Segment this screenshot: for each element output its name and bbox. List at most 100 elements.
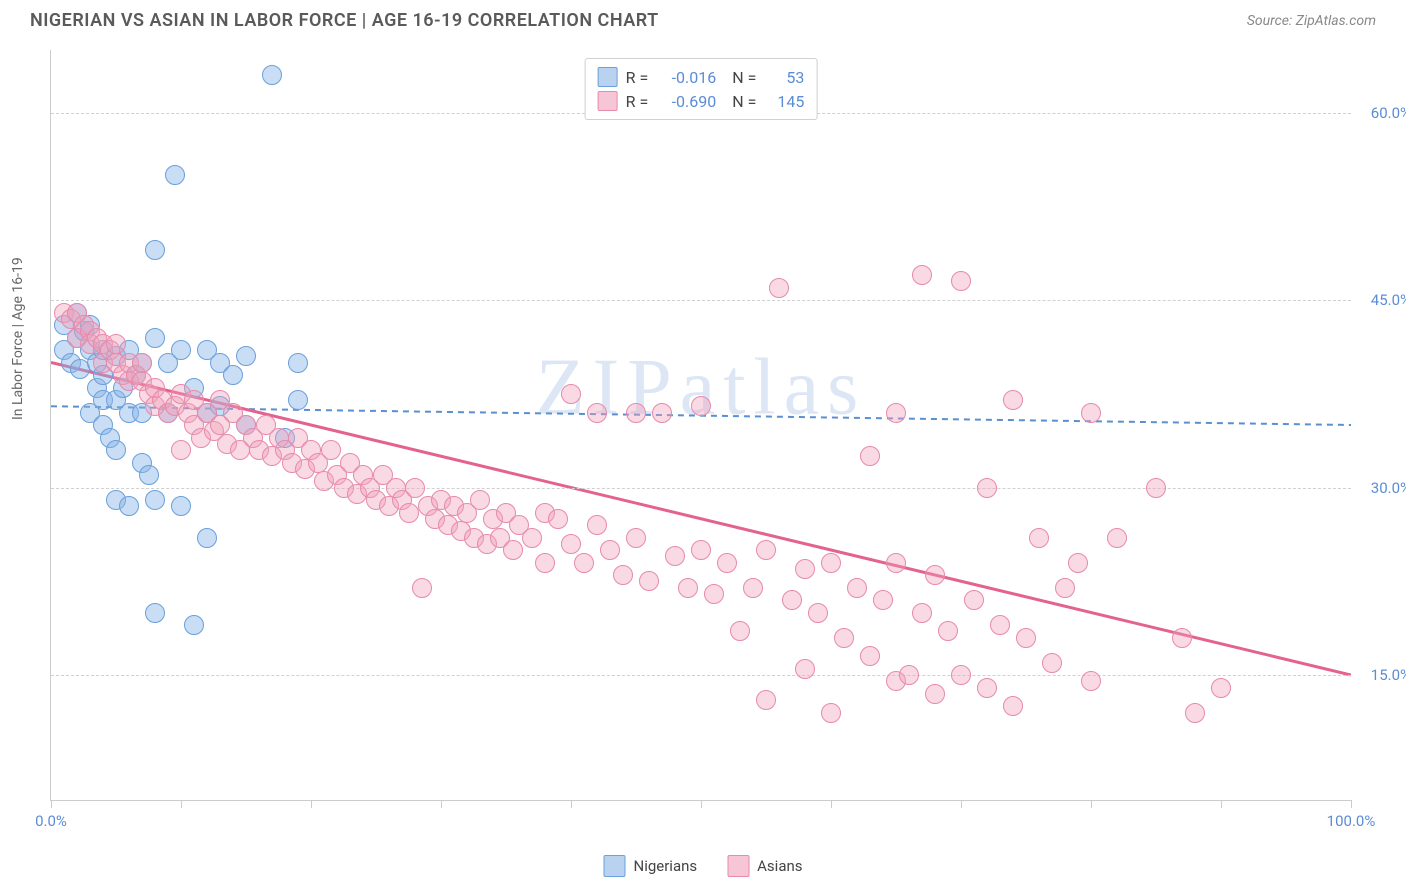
data-point bbox=[795, 559, 815, 579]
data-point bbox=[977, 478, 997, 498]
data-point bbox=[171, 440, 191, 460]
data-point bbox=[1081, 403, 1101, 423]
data-point bbox=[106, 334, 126, 354]
legend-swatch bbox=[727, 855, 749, 877]
x-tick-label: 0.0% bbox=[35, 812, 67, 830]
legend-swatch bbox=[598, 91, 618, 111]
data-point bbox=[795, 659, 815, 679]
data-point bbox=[626, 403, 646, 423]
data-point bbox=[587, 515, 607, 535]
data-point bbox=[561, 534, 581, 554]
data-point bbox=[165, 165, 185, 185]
data-point bbox=[756, 690, 776, 710]
header: NIGERIAN VS ASIAN IN LABOR FORCE | AGE 1… bbox=[0, 0, 1406, 36]
bottom-legend: Nigerians Asians bbox=[604, 855, 803, 877]
x-tick bbox=[831, 800, 832, 808]
data-point bbox=[743, 578, 763, 598]
n-label: N = bbox=[732, 92, 756, 111]
data-point bbox=[717, 553, 737, 573]
data-point bbox=[756, 540, 776, 560]
data-point bbox=[1003, 390, 1023, 410]
x-tick bbox=[1351, 800, 1352, 808]
data-point bbox=[847, 578, 867, 598]
data-point bbox=[399, 503, 419, 523]
data-point bbox=[886, 403, 906, 423]
data-point bbox=[145, 603, 165, 623]
x-tick bbox=[571, 800, 572, 808]
data-point bbox=[145, 328, 165, 348]
plot-area: ZIPatlas R =-0.016N =53R =-0.690N =145 1… bbox=[50, 50, 1351, 801]
data-point bbox=[1107, 528, 1127, 548]
data-point bbox=[1185, 703, 1205, 723]
data-point bbox=[1081, 671, 1101, 691]
y-axis-label: In Labor Force | Age 16-19 bbox=[10, 257, 26, 420]
data-point bbox=[1068, 553, 1088, 573]
data-point bbox=[503, 540, 523, 560]
n-value: 145 bbox=[764, 92, 804, 111]
r-value: -0.016 bbox=[656, 68, 716, 87]
y-tick-label: 60.0% bbox=[1371, 104, 1406, 122]
data-point bbox=[652, 403, 672, 423]
data-point bbox=[912, 603, 932, 623]
legend-item: Asians bbox=[727, 855, 802, 877]
data-point bbox=[171, 496, 191, 516]
data-point bbox=[704, 584, 724, 604]
data-point bbox=[834, 628, 854, 648]
data-point bbox=[535, 553, 555, 573]
data-point bbox=[288, 353, 308, 373]
data-point bbox=[1146, 478, 1166, 498]
r-label: R = bbox=[626, 92, 649, 111]
data-point bbox=[782, 590, 802, 610]
data-point bbox=[691, 396, 711, 416]
data-point bbox=[106, 440, 126, 460]
data-point bbox=[613, 565, 633, 585]
data-point bbox=[977, 678, 997, 698]
data-point bbox=[665, 546, 685, 566]
data-point bbox=[1211, 678, 1231, 698]
data-point bbox=[821, 703, 841, 723]
data-point bbox=[678, 578, 698, 598]
x-tick bbox=[441, 800, 442, 808]
n-value: 53 bbox=[764, 68, 804, 87]
data-point bbox=[522, 528, 542, 548]
y-tick-label: 15.0% bbox=[1371, 666, 1406, 684]
data-point bbox=[1042, 653, 1062, 673]
data-point bbox=[938, 621, 958, 641]
x-tick-label: 100.0% bbox=[1327, 812, 1376, 830]
data-point bbox=[119, 496, 139, 516]
gridline bbox=[51, 675, 1351, 676]
data-point bbox=[873, 590, 893, 610]
data-point bbox=[132, 353, 152, 373]
legend-item: Nigerians bbox=[604, 855, 698, 877]
r-label: R = bbox=[626, 68, 649, 87]
data-point bbox=[951, 271, 971, 291]
stats-row: R =-0.690N =145 bbox=[598, 89, 805, 113]
y-tick-label: 45.0% bbox=[1371, 291, 1406, 309]
data-point bbox=[821, 553, 841, 573]
data-point bbox=[626, 528, 646, 548]
data-point bbox=[1172, 628, 1192, 648]
data-point bbox=[561, 384, 581, 404]
data-point bbox=[548, 509, 568, 529]
data-point bbox=[860, 446, 880, 466]
data-point bbox=[1003, 696, 1023, 716]
data-point bbox=[145, 240, 165, 260]
data-point bbox=[886, 553, 906, 573]
watermark: ZIPatlas bbox=[536, 342, 867, 433]
data-point bbox=[600, 540, 620, 560]
data-point bbox=[860, 646, 880, 666]
data-point bbox=[730, 621, 750, 641]
chart-title: NIGERIAN VS ASIAN IN LABOR FORCE | AGE 1… bbox=[30, 10, 659, 31]
gridline bbox=[51, 300, 1351, 301]
data-point bbox=[574, 553, 594, 573]
source-label: Source: ZipAtlas.com bbox=[1247, 13, 1376, 29]
legend-swatch bbox=[604, 855, 626, 877]
stats-legend: R =-0.016N =53R =-0.690N =145 bbox=[585, 58, 818, 120]
x-tick bbox=[181, 800, 182, 808]
data-point bbox=[808, 603, 828, 623]
data-point bbox=[145, 490, 165, 510]
x-tick bbox=[311, 800, 312, 808]
x-tick bbox=[701, 800, 702, 808]
x-tick bbox=[1221, 800, 1222, 808]
data-point bbox=[990, 615, 1010, 635]
